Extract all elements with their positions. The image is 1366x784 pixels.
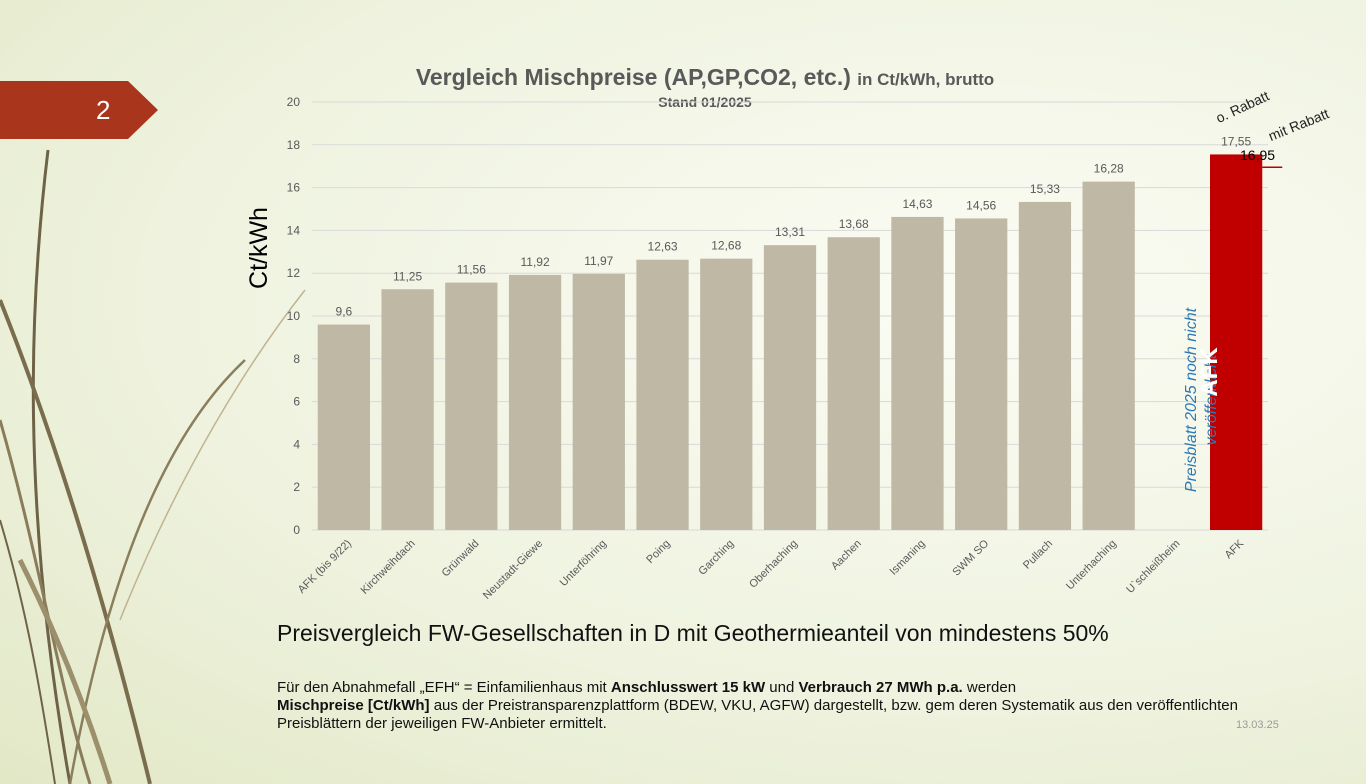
y-tick-label: 4 — [293, 437, 300, 451]
bar — [955, 218, 1008, 530]
slide-number: 2 — [0, 81, 158, 139]
data-label: 9,6 — [336, 305, 353, 319]
y-tick-label: 0 — [293, 523, 300, 537]
y-tick-label: 10 — [287, 309, 301, 323]
y-tick-label: 12 — [287, 266, 301, 280]
data-label: 15,33 — [1030, 182, 1060, 196]
data-label: 13,31 — [775, 225, 805, 239]
desc-part: Für den Abnahmefall „EFH“ = Einfamilienh… — [277, 679, 611, 696]
chart-title-main: Vergleich Mischpreise (AP,GP,CO2, etc.) — [415, 64, 851, 90]
x-tick-label: Aachen — [829, 538, 864, 573]
y-tick-label: 16 — [287, 181, 301, 195]
x-tick-label: AFK — [1223, 537, 1247, 561]
data-label: 11,56 — [457, 263, 486, 277]
data-label: 12,63 — [648, 240, 678, 254]
bar — [827, 237, 880, 531]
y-tick-label: 2 — [293, 480, 300, 494]
bar — [445, 282, 498, 530]
data-label: 11,92 — [520, 255, 549, 269]
x-tick-label: Garching — [696, 538, 736, 578]
y-tick-label: 20 — [287, 95, 301, 109]
y-tick-label: 6 — [293, 395, 300, 409]
data-label: 11,25 — [393, 269, 422, 283]
headline: Preisvergleich FW-Gesellschaften in D mi… — [277, 620, 1109, 646]
y-tick-label: 14 — [287, 223, 301, 237]
bar — [636, 259, 689, 530]
x-tick-label: Unterhaching — [1064, 538, 1119, 593]
bar — [1018, 201, 1072, 531]
bar — [508, 274, 562, 530]
desc-part: aus der Preistransparenzplattform (BDEW,… — [277, 697, 1238, 732]
highlight-bar-label: AFK — [1196, 347, 1223, 397]
x-tick-label: Poing — [644, 538, 672, 566]
x-tick-label: Pullach — [1021, 538, 1055, 572]
decorative-grass — [0, 149, 306, 784]
y-tick-label: 8 — [293, 352, 300, 366]
chart-title-unit: in Ct/kWh, brutto — [857, 70, 995, 89]
description: Für den Abnahmefall „EFH“ = Einfamilienh… — [277, 679, 1267, 733]
bar — [891, 216, 944, 530]
rabatt-value-label: 16,95 — [1240, 147, 1276, 163]
x-tick-label: Neustadt-Giewe — [481, 538, 545, 602]
x-tick-label: SWM SO — [950, 537, 991, 578]
x-tick-label: Kirchweihdach — [359, 538, 418, 597]
data-label: 11,97 — [584, 254, 613, 268]
x-tick-label: U`schleißheim — [1124, 538, 1182, 596]
desc-part: werden — [962, 679, 1017, 696]
bar — [763, 245, 817, 530]
desc-bold: Mischpreise [Ct/kWh] — [277, 697, 430, 714]
desc-bold: Anschlusswert 15 kW — [610, 679, 766, 696]
data-label: 13,68 — [839, 217, 869, 231]
x-tick-label: Grünwald — [440, 538, 482, 580]
bar — [1082, 181, 1135, 530]
y-tick-label: 18 — [287, 138, 301, 152]
x-tick-label: Ismaning — [888, 538, 928, 578]
bar — [317, 324, 370, 530]
data-label: 17,55 — [1221, 134, 1251, 148]
chart-title: Vergleich Mischpreise (AP,GP,CO2, etc.) … — [280, 64, 1130, 91]
desc-part: und — [765, 679, 799, 696]
data-label: 12,68 — [711, 239, 741, 253]
bar — [381, 289, 434, 530]
slide-date: 13.03.25 — [1236, 719, 1279, 731]
x-tick-label: AFK (bis 9/22) — [296, 538, 354, 596]
x-tick-label: Oberhaching — [747, 538, 800, 591]
bar-chart: 0 2 4 6 8 10 12 14 16 18 20 9,6 AFK (bis 9/22) 11,25 K… — [287, 95, 1283, 602]
bar — [572, 273, 625, 530]
data-label: 14,56 — [966, 198, 996, 212]
bar — [700, 258, 753, 530]
data-label: 14,63 — [902, 197, 932, 211]
data-label: 16,28 — [1094, 162, 1124, 176]
desc-bold: Verbrauch 27 MWh p.a. — [798, 679, 963, 696]
highlight-bar — [1210, 154, 1263, 530]
x-tick-label: Unterföhring — [558, 538, 609, 589]
